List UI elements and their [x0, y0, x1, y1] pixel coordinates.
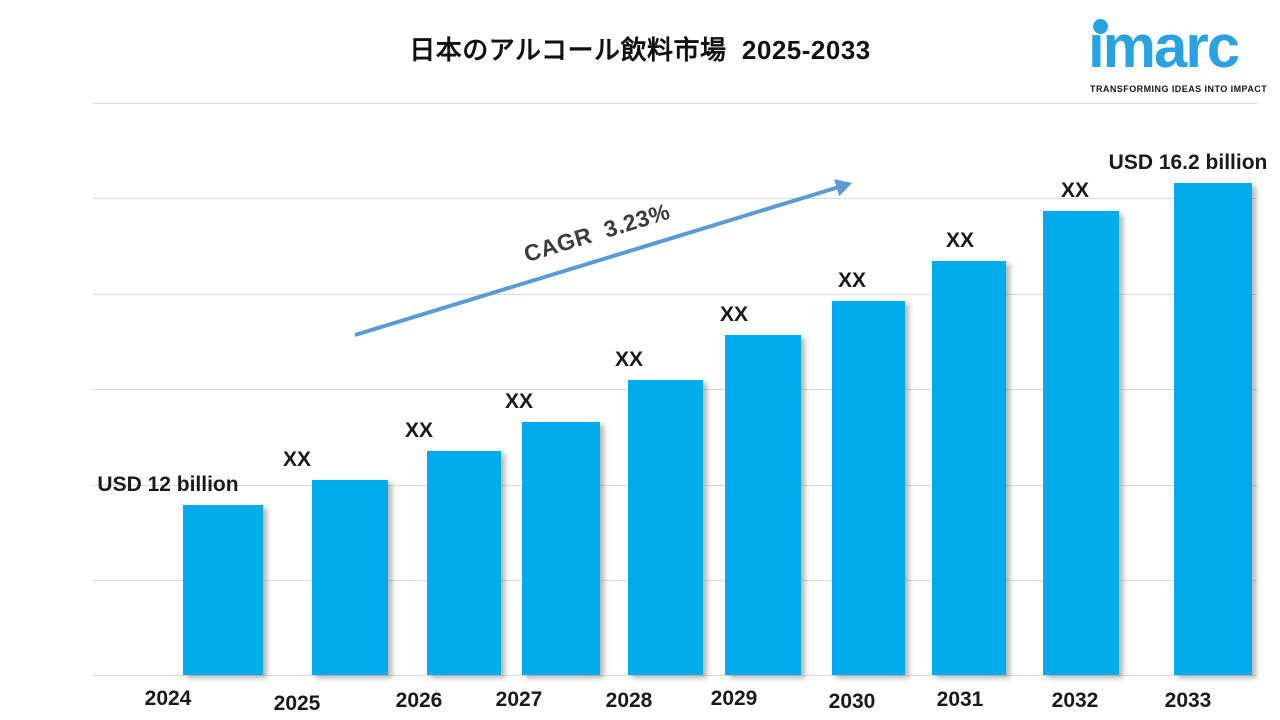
value-label-2029: XX: [719, 303, 749, 326]
bar-2028: [628, 380, 703, 675]
value-label-2025: XX: [282, 448, 312, 471]
bar-2024: [183, 505, 263, 675]
axis-label-2026: 2026: [395, 689, 443, 712]
bar-2025: [312, 480, 388, 675]
value-label-2031: XX: [945, 229, 975, 252]
bar-2033: [1174, 183, 1252, 675]
bar-2026: [427, 451, 501, 675]
value-label-2026: XX: [404, 419, 434, 442]
value-label-2024: USD 12 billion: [97, 473, 239, 496]
value-label-2030: XX: [837, 269, 867, 292]
bar-2031: [932, 261, 1006, 675]
axis-label-2030: 2030: [828, 690, 876, 713]
axis-label-2028: 2028: [605, 689, 653, 712]
imarc-logo: ımarc TRANSFORMING IDEAS INTO IMPACT: [1088, 16, 1273, 98]
value-label-2032: XX: [1060, 179, 1090, 202]
bar-2029: [725, 335, 801, 675]
axis-label-2033: 2033: [1164, 689, 1212, 712]
logo-i-dot-icon: [1093, 19, 1108, 34]
bar-2027: [522, 422, 600, 675]
chart-title: 日本のアルコール飲料市場 2025-2033: [409, 35, 871, 65]
logo-tagline: TRANSFORMING IDEAS INTO IMPACT: [1090, 84, 1268, 94]
value-label-2033: USD 16.2 billion: [1108, 151, 1268, 174]
value-label-2028: XX: [614, 348, 644, 371]
gridline-0: [93, 103, 1257, 104]
value-label-2027: XX: [504, 390, 534, 413]
gridline-6: [93, 675, 1257, 676]
axis-label-2025: 2025: [273, 692, 321, 715]
bar-2030: [832, 301, 905, 675]
axis-label-2027: 2027: [495, 688, 543, 711]
bar-2032: [1043, 211, 1119, 675]
axis-label-2024: 2024: [144, 687, 192, 710]
cagr-label: CAGR 3.23%: [520, 197, 673, 268]
axis-label-2029: 2029: [710, 687, 758, 710]
axis-label-2032: 2032: [1051, 689, 1099, 712]
logo-brand: ımarc: [1088, 13, 1240, 80]
axis-label-2031: 2031: [936, 688, 984, 711]
